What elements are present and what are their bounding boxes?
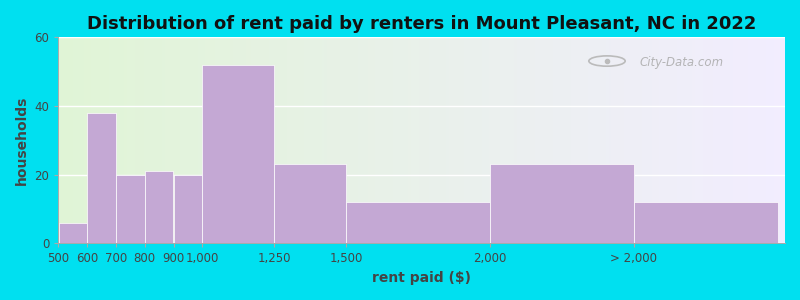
- Bar: [58, 223, 87, 243]
- Bar: [274, 164, 346, 243]
- Bar: [202, 65, 274, 243]
- Bar: [346, 202, 490, 243]
- Bar: [490, 164, 634, 243]
- Text: City-Data.com: City-Data.com: [640, 56, 724, 69]
- Title: Distribution of rent paid by renters in Mount Pleasant, NC in 2022: Distribution of rent paid by renters in …: [87, 15, 757, 33]
- Bar: [145, 171, 174, 243]
- Bar: [174, 175, 202, 243]
- Y-axis label: households: households: [15, 96, 29, 185]
- Bar: [87, 113, 116, 243]
- X-axis label: rent paid ($): rent paid ($): [372, 271, 471, 285]
- Bar: [634, 202, 778, 243]
- Bar: [116, 175, 145, 243]
